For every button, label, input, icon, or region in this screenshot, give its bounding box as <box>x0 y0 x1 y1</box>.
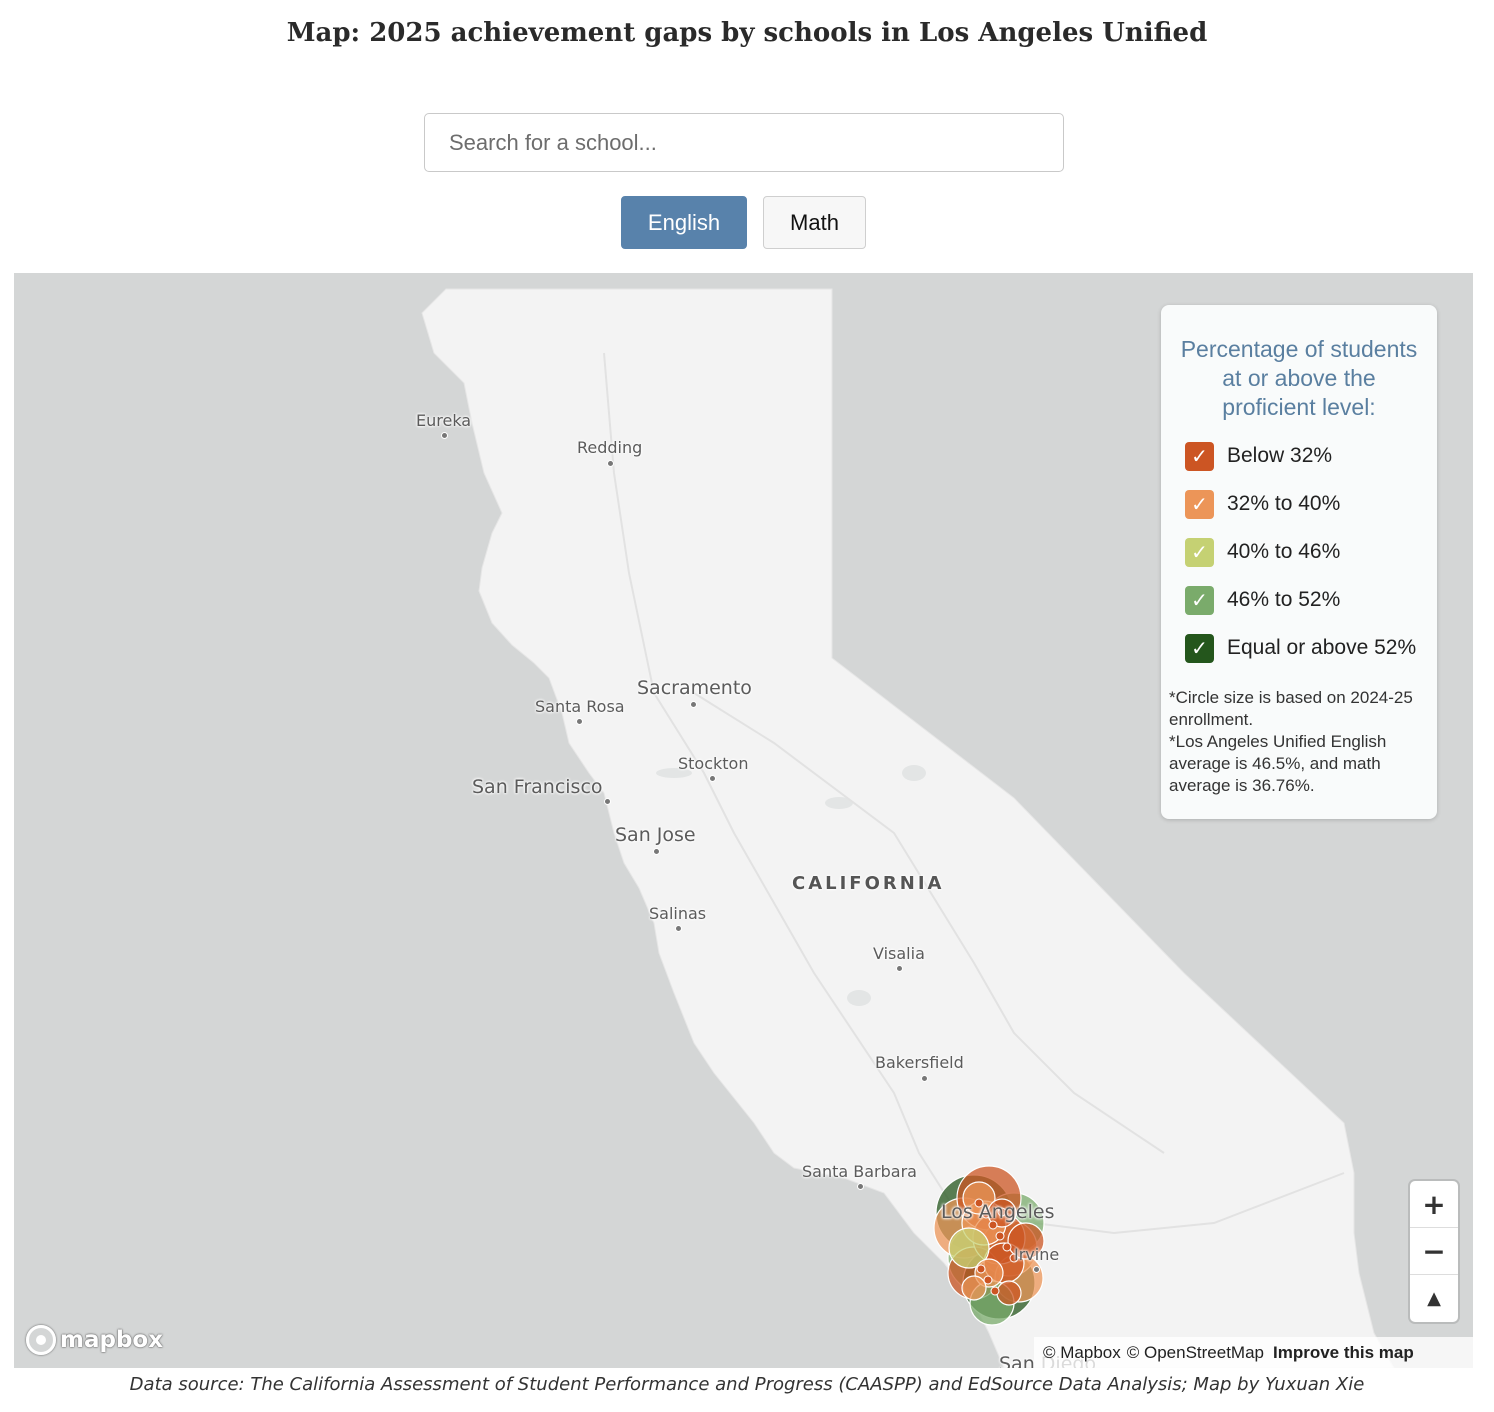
school-circle[interactable] <box>962 1181 996 1215</box>
legend-item-46-to-52[interactable]: ✓ 46% to 52% <box>1185 585 1340 615</box>
place-label-sacramento: Sacramento <box>637 677 752 699</box>
english-toggle-button[interactable]: English <box>621 196 747 249</box>
school-circle[interactable] <box>974 1198 984 1208</box>
legend-note-enrollment: *Circle size is based on 2024-25 enrollm… <box>1169 688 1413 729</box>
legend-item-below-32[interactable]: ✓ Below 32% <box>1185 441 1332 471</box>
school-circle[interactable] <box>961 1275 987 1301</box>
california-basemap <box>421 288 1395 1368</box>
place-label-santa-barbara: Santa Barbara <box>802 1162 917 1181</box>
city-dot <box>709 775 716 782</box>
legend-item-label: Equal or above 52% <box>1227 636 1417 659</box>
place-label-san-francisco: San Francisco <box>472 776 603 798</box>
legend-item-label: 32% to 40% <box>1227 492 1341 515</box>
city-dot <box>675 925 682 932</box>
city-dot <box>604 798 611 805</box>
attribution-mapbox-link[interactable]: © Mapbox <box>1043 1342 1121 1362</box>
school-circle[interactable] <box>988 1220 998 1230</box>
mapbox-logo-icon <box>26 1325 56 1355</box>
lake-shape <box>847 990 871 1006</box>
california-land <box>421 288 1395 1368</box>
legend-item-label: 40% to 46% <box>1227 540 1341 563</box>
legend-item-above-52[interactable]: ✓ Equal or above 52% <box>1185 633 1416 663</box>
school-circle[interactable] <box>997 1207 1007 1217</box>
legend-note-average: *Los Angeles Unified English average is … <box>1169 732 1387 795</box>
map-navigation-control: + − ▲ <box>1410 1181 1458 1322</box>
place-label-visalia: Visalia <box>873 944 925 963</box>
city-dot <box>857 1183 864 1190</box>
state-label: CALIFORNIA <box>792 873 945 894</box>
place-label-stockton: Stockton <box>678 754 749 773</box>
place-label-salinas: Salinas <box>649 904 707 923</box>
school-circles-layer <box>933 1165 1045 1326</box>
data-source-credit: Data source: The California Assessment o… <box>129 1374 1365 1395</box>
city-dot <box>1033 1266 1040 1273</box>
place-label-los-angeles: Los Angeles <box>941 1201 1055 1223</box>
city-dot <box>576 718 583 725</box>
city-dot <box>896 965 903 972</box>
city-dot <box>690 701 697 708</box>
zoom-in-button[interactable]: + <box>1410 1181 1458 1228</box>
school-circle[interactable] <box>976 1264 986 1274</box>
school-circle[interactable] <box>983 1275 993 1285</box>
mapbox-logo-text: mapbox <box>60 1327 164 1353</box>
legend-panel: Percentage of students at or above the p… <box>1161 305 1437 819</box>
legend-notes: *Circle size is based on 2024-25 enrollm… <box>1169 687 1431 797</box>
school-circle[interactable] <box>1009 1253 1019 1263</box>
legend-item-40-to-46[interactable]: ✓ 40% to 46% <box>1185 537 1340 567</box>
city-dot <box>441 432 448 439</box>
place-label-san-jose: San Jose <box>615 824 696 846</box>
place-label-santa-rosa: Santa Rosa <box>535 697 625 716</box>
place-label-redding: Redding <box>577 438 643 457</box>
lake-shape <box>825 797 853 809</box>
school-circle[interactable] <box>996 1280 1022 1306</box>
improve-map-link[interactable]: Improve this map <box>1273 1342 1414 1362</box>
school-circle[interactable] <box>1007 1222 1045 1260</box>
compass-icon[interactable]: ▲ <box>1427 1288 1441 1309</box>
legend-title: Percentage of students at or above the p… <box>1180 336 1418 420</box>
checkbox-icon[interactable]: ✓ <box>1185 633 1214 663</box>
city-dot <box>921 1075 928 1082</box>
school-circle[interactable] <box>981 1209 991 1219</box>
highway-line <box>1033 1172 1345 1235</box>
school-circle[interactable] <box>990 1286 1000 1296</box>
checkbox-icon[interactable]: ✓ <box>1185 489 1214 519</box>
city-dot <box>607 460 614 467</box>
page-title: Map: 2025 achievement gaps by schools in… <box>286 18 1208 48</box>
legend-item-32-to-40[interactable]: ✓ 32% to 40% <box>1185 489 1340 519</box>
lake-shape <box>902 765 926 781</box>
school-circle[interactable] <box>995 1231 1005 1241</box>
place-label-eureka: Eureka <box>416 411 472 430</box>
checkbox-icon[interactable]: ✓ <box>1185 441 1214 471</box>
legend-item-label: 46% to 52% <box>1227 588 1341 611</box>
school-circle[interactable] <box>1002 1242 1012 1252</box>
highway-line <box>603 352 955 1209</box>
mapbox-logo[interactable]: mapbox <box>26 1325 163 1355</box>
zoom-out-button[interactable]: − <box>1410 1228 1458 1275</box>
lake-shape <box>656 768 692 778</box>
highway-line <box>693 692 1165 1154</box>
legend-item-label: Below 32% <box>1227 444 1333 467</box>
math-toggle-button[interactable]: Math <box>763 196 866 249</box>
checkbox-icon[interactable]: ✓ <box>1185 537 1214 567</box>
map-container[interactable]: CALIFORNIA Eureka Redding Sacramento San… <box>14 273 1473 1368</box>
school-circle[interactable] <box>948 1227 990 1269</box>
city-dot <box>653 848 660 855</box>
place-label-irvine: Irvine <box>1014 1245 1060 1264</box>
checkbox-icon[interactable]: ✓ <box>1185 585 1214 615</box>
attribution-osm-link[interactable]: © OpenStreetMap <box>1126 1342 1264 1362</box>
school-search-input[interactable] <box>424 113 1064 172</box>
map-attribution: © Mapbox © OpenStreetMap Improve this ma… <box>1034 1337 1473 1368</box>
place-label-bakersfield: Bakersfield <box>875 1053 964 1072</box>
